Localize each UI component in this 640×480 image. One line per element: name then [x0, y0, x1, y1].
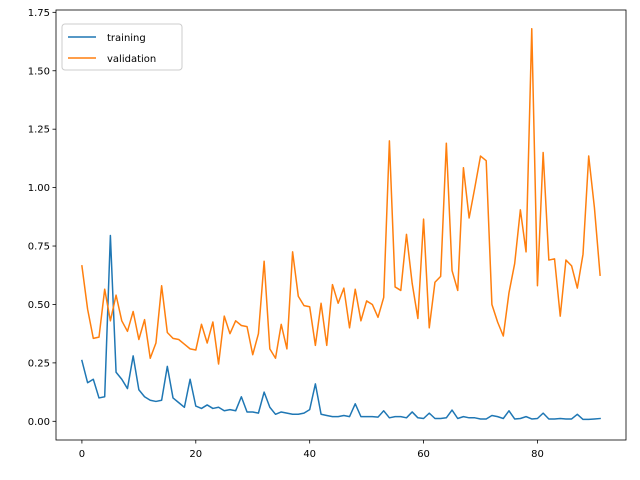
y-axis: 0.00 0.25 0.50 0.75 1.00 1.25 1.50 1.75 — [28, 8, 56, 428]
y-tick-label: 1.25 — [28, 125, 50, 136]
x-tick-label: 80 — [531, 449, 544, 460]
y-tick-label: 1.75 — [28, 8, 50, 19]
y-tick-label: 1.50 — [28, 66, 50, 77]
axes-frame — [55, 9, 627, 441]
y-tick-label: 0.25 — [28, 358, 50, 369]
y-tick-label: 1.00 — [28, 183, 50, 194]
series-line-validation — [81, 27, 601, 365]
series-line-training — [80, 234, 601, 421]
series-layer — [80, 27, 601, 421]
x-axis: 0 20 40 60 80 — [79, 440, 544, 460]
x-tick-label: 0 — [79, 449, 85, 460]
legend-label-validation: validation — [107, 54, 156, 65]
y-tick-label: 0.75 — [28, 242, 50, 253]
y-tick-label: 0.50 — [28, 300, 50, 311]
legend-label-training: training — [107, 33, 146, 44]
x-tick-label: 20 — [189, 449, 202, 460]
legend: training validation — [61, 23, 183, 71]
x-tick-label: 40 — [303, 449, 316, 460]
x-tick-label: 60 — [417, 449, 430, 460]
y-tick-label: 0.00 — [28, 417, 50, 428]
